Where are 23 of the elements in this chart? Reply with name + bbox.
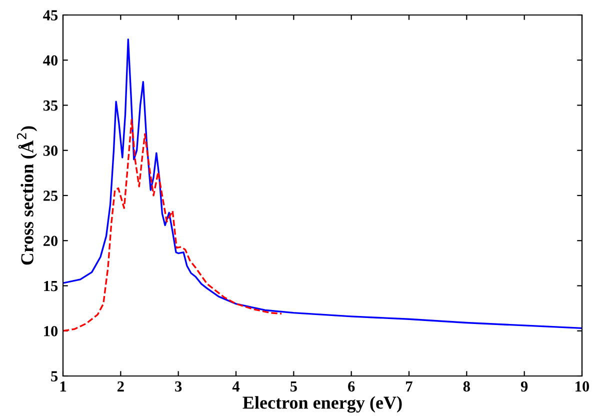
- x-tick-label: 6: [348, 381, 355, 392]
- x-axis-title: Electron energy (eV): [242, 396, 402, 413]
- line-series: [63, 118, 282, 332]
- x-tick-label: 2: [117, 381, 124, 392]
- x-tick-label: 10: [576, 381, 590, 392]
- x-tick-label: 5: [290, 381, 297, 392]
- y-tick-label: 25: [44, 190, 58, 201]
- line-series: [63, 38, 582, 330]
- y-tick-label: 40: [43, 55, 58, 66]
- x-tick-label: 7: [406, 381, 412, 392]
- y-tick-label: 30: [43, 146, 58, 156]
- x-tick-label: 1: [60, 381, 66, 392]
- y-axis-title: Cross section (Å$^{2}$): [16, 126, 38, 265]
- x-tick-label: 9: [520, 381, 528, 392]
- x-tick-label: 4: [232, 381, 240, 392]
- x-tick-label: 8: [463, 381, 470, 392]
- y-tick-label: 45: [43, 10, 58, 20]
- y-tick-label: 10: [44, 326, 58, 336]
- x-tick-label: 3: [175, 381, 182, 392]
- y-tick-label: 15: [44, 280, 58, 292]
- y-tick-label: 35: [43, 100, 58, 111]
- y-tick-label: 5: [51, 371, 58, 382]
- y-tick-label: 20: [44, 236, 58, 246]
